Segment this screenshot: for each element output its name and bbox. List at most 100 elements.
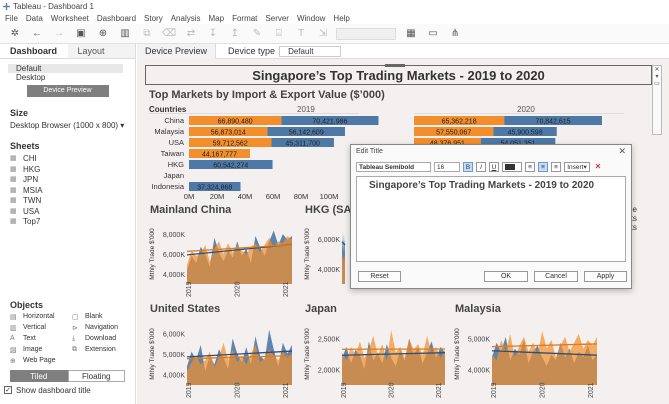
import-bar[interactable] [414,138,481,147]
font-size-select[interactable]: 16 [434,161,460,172]
share-icon[interactable]: ⋔ [450,28,460,39]
menu-item-worksheet[interactable]: Worksheet [50,14,89,23]
container-toolbar[interactable]: ✕ ▾ ▭ [652,65,662,135]
duplicate-icon[interactable]: ⧉ [143,28,151,39]
fit-dropdown[interactable] [336,27,396,40]
import-bar[interactable] [189,138,272,147]
fit-icon[interactable]: ▭ [654,81,660,87]
swap-icon[interactable]: ⇄ [186,28,196,39]
area-series[interactable] [187,342,292,385]
import-bar[interactable] [414,116,505,125]
sheet-item-chi[interactable]: ▦ CHI [0,154,135,165]
clear-format-icon[interactable]: ✕ [594,161,602,171]
sheet-item-msia[interactable]: ▦ MSIA [0,186,135,197]
show-dashboard-title-option[interactable]: ✓ Show dashboard title [0,386,135,395]
forward-arrow-icon[interactable]: → [54,28,64,39]
import-bar[interactable] [189,127,268,136]
new-sheet-icon[interactable]: ▥ [120,28,130,39]
title-text-area[interactable]: Singapore’s Top Trading Markets - 2019 t… [356,176,626,262]
export-bar[interactable] [281,116,379,125]
align-left-icon[interactable]: ≡ [525,161,535,172]
presentation-icon[interactable]: ▭ [428,28,438,39]
close-icon[interactable]: ✕ [654,67,660,73]
menu-item-server[interactable]: Server [265,14,289,23]
import-bar[interactable] [189,116,282,125]
menu-item-dashboard[interactable]: Dashboard [96,14,137,23]
export-bar[interactable] [493,127,557,136]
import-bar[interactable] [189,149,250,158]
save-icon[interactable]: ▣ [76,28,86,39]
device-item-desktop[interactable]: Desktop [16,73,46,82]
device-preview-tab[interactable]: Device Preview [137,43,217,59]
cancel-button[interactable]: Cancel [534,271,578,282]
device-item-default[interactable]: Default [8,64,123,73]
italic-button[interactable]: I [476,161,486,172]
font-color-picker[interactable] [502,161,522,172]
menu-item-window[interactable]: Window [296,14,326,23]
import-bar[interactable] [414,127,494,136]
sort-desc-icon[interactable]: ↥ [230,28,240,39]
apply-button[interactable]: Apply [584,271,627,282]
align-right-icon[interactable]: ≡ [551,161,561,172]
font-family-select[interactable]: Tableau Semibold [356,161,431,172]
object-horizontal[interactable]: ▤ Horizontal [10,312,72,322]
align-center-icon[interactable]: ≡ [538,161,548,172]
object-blank[interactable]: ▢ Blank [72,312,134,322]
back-arrow-icon[interactable]: ← [32,28,42,39]
export-bar[interactable] [504,116,602,125]
new-datasource-icon[interactable]: ⊕ [98,28,108,39]
menu-item-help[interactable]: Help [333,14,350,23]
move-handle[interactable] [385,64,405,67]
dashboard-title[interactable]: Singapore’s Top Trading Markets - 2019 t… [145,65,652,85]
floating-toggle[interactable]: Floating [67,369,125,382]
object-image[interactable]: ▨ Image [10,345,72,355]
tab-layout[interactable]: Layout [67,44,135,58]
export-bar[interactable] [189,182,241,191]
fix-axes-icon[interactable]: ⇲ [318,28,328,39]
insert-menu-button[interactable]: Insert▾ [564,161,590,172]
sort-asc-icon[interactable]: ↧ [208,28,218,39]
tiled-toggle[interactable]: Tiled [10,369,68,382]
object-vertical[interactable]: ▥ Vertical [10,323,72,333]
sheet-item-top7[interactable]: ▦ Top7 [0,217,135,228]
menu-item-analysis[interactable]: Analysis [170,14,201,23]
underline-button[interactable]: U [489,161,499,172]
area-series[interactable] [187,235,292,284]
sheet-item-usa[interactable]: ▦ USA [0,207,135,218]
export-bar[interactable] [267,127,345,136]
tab-dashboard[interactable]: Dashboard [10,46,58,56]
label-icon[interactable]: T [297,28,305,39]
object-navigation[interactable]: ⊳ Navigation [72,323,134,333]
clear-sheet-icon[interactable]: ⌫ [161,28,177,39]
device-preview-button[interactable]: Device Preview [26,85,109,97]
ok-button[interactable]: OK [484,271,528,282]
highlight-icon[interactable]: ✎ [252,28,262,39]
area-series[interactable] [342,330,445,385]
dialog-close-icon[interactable]: ✕ [618,146,626,156]
tableau-home-icon[interactable]: ✲ [10,28,20,39]
show-cards-icon[interactable]: ▦ [406,28,416,39]
sheet-item-twn[interactable]: ▦ TWN [0,196,135,207]
object-download[interactable]: ⤓ Download [72,334,134,344]
show-title-checkbox[interactable]: ✓ [4,386,12,394]
export-bar[interactable] [480,138,556,147]
sheet-item-jpn[interactable]: ▦ JPN [0,175,135,186]
object-text[interactable]: A Text [10,334,72,344]
reset-button[interactable]: Reset [358,271,401,282]
menu-item-story[interactable]: Story [144,14,163,23]
object-extension[interactable]: ⧉ Extension [72,345,134,355]
object-web-page[interactable]: ⊕ Web Page [10,356,72,366]
menu-item-map[interactable]: Map [208,14,225,23]
area-series[interactable] [492,331,597,385]
group-icon[interactable]: ⌸ [276,28,282,39]
device-type-dropdown[interactable]: Default [279,45,342,57]
export-bar[interactable] [271,138,334,147]
size-dropdown[interactable]: Desktop Browser (1000 x 800) ▾ [10,121,125,130]
menu-item-data[interactable]: Data [25,14,43,23]
export-bar[interactable] [189,160,273,169]
more-options-icon[interactable]: ▾ [655,74,659,80]
bold-button[interactable]: B [463,161,473,172]
menu-item-format[interactable]: Format [232,14,258,23]
sheet-item-hkg[interactable]: ▦ HKG [0,165,135,176]
menu-item-file[interactable]: File [5,14,18,23]
